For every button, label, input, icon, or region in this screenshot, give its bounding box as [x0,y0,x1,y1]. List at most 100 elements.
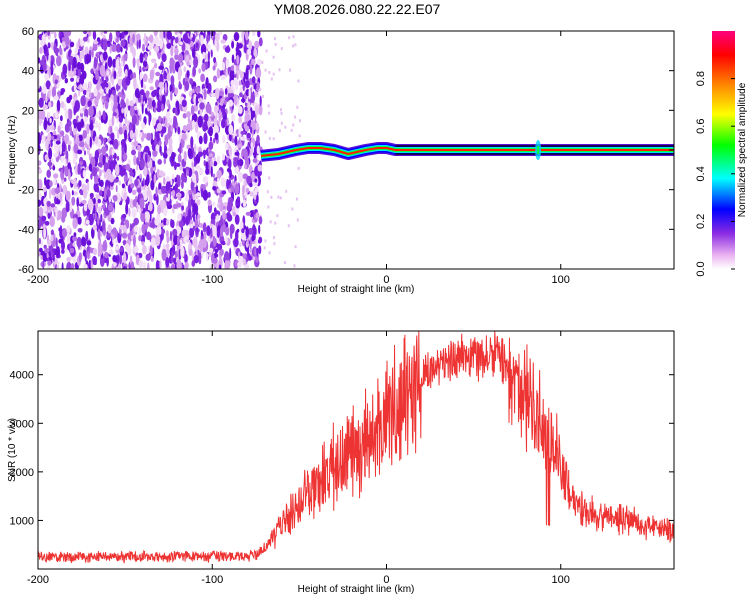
noise-speck [138,205,141,214]
noise-speck [43,227,46,240]
noise-speck [185,166,190,171]
x-tick-label: 100 [552,574,570,586]
noise-speck [38,190,41,202]
snr-ylabel: SNR (10 * v/v) [7,418,18,482]
noise-speck [251,58,256,65]
noise-speck [239,92,243,98]
noise-speck [177,192,181,201]
noise-speck [122,266,128,269]
noise-speck [102,220,106,231]
noise-speck [137,59,140,70]
noise-speck [107,56,113,68]
noise-speck [219,248,224,256]
noise-speck [280,111,283,115]
noise-speck [164,145,168,153]
noise-speck [96,186,100,193]
noise-speck [258,245,262,255]
noise-speck [97,215,100,226]
noise-speck [38,250,41,257]
noise-speck [118,180,122,186]
x-tick-label: -200 [27,574,49,586]
noise-speck [177,174,181,187]
noise-speck [124,69,128,77]
noise-speck [264,239,267,243]
noise-speck [156,136,159,143]
noise-speck [42,186,47,193]
noise-speck [54,31,57,39]
noise-speck [97,198,101,204]
noise-speck [89,122,94,131]
noise-speck [163,218,166,226]
noise-speck [72,235,78,242]
noise-speck [219,226,224,237]
noise-speck [237,261,243,268]
figure-title: YM08.2026.080.22.22.E07 [274,1,441,17]
noise-speck [68,169,71,182]
noise-speck [246,132,251,139]
noise-speck [94,149,100,160]
noise-speck [207,236,211,242]
noise-speck [181,133,187,141]
noise-speck [191,162,194,168]
noise-speck [77,122,82,132]
noise-speck [66,234,71,245]
noise-speck [96,37,101,42]
noise-speck [77,149,83,155]
noise-speck [120,39,126,47]
noise-speck [192,236,198,249]
noise-speck [294,115,297,119]
noise-speck [66,256,71,263]
noise-speck [110,232,113,237]
noise-speck [235,80,239,91]
noise-speck [50,229,55,236]
noise-speck [233,158,238,168]
noise-speck [79,51,83,63]
noise-speck [124,117,128,125]
noise-speck [280,47,283,50]
noise-speck [113,94,118,105]
noise-speck [78,38,81,47]
noise-speck [177,153,182,163]
noise-speck [203,231,207,241]
noise-speck [139,52,144,64]
noise-speck [234,166,240,174]
noise-speck [236,228,240,233]
noise-speck [190,33,193,38]
spectrogram-ylabel: Frequency (Hz) [7,116,18,185]
noise-speck [160,228,166,235]
noise-speck [247,101,251,112]
noise-speck [272,72,275,76]
noise-speck [294,245,297,249]
noise-speck [133,155,137,166]
noise-speck [250,142,253,148]
noise-speck [135,128,138,140]
noise-speck [155,260,160,269]
noise-speck [221,118,226,129]
noise-speck [91,99,95,106]
noise-speck [134,179,139,187]
noise-speck [264,68,267,72]
noise-speck [110,125,112,134]
x-tick-label: -200 [27,274,49,286]
noise-speck [161,172,166,177]
snr-series-line [38,331,674,564]
noise-speck [97,162,103,167]
noise-speck [77,216,82,225]
noise-speck [239,71,244,79]
noise-speck [110,132,115,140]
noise-speck [108,154,113,162]
noise-speck [237,171,241,177]
noise-speck [171,151,175,162]
x-tick-label: 100 [552,274,570,286]
noise-speck [90,259,93,269]
noise-speck [107,224,112,234]
noise-speck [213,57,217,64]
noise-speck [205,77,209,89]
noise-speck [158,65,164,70]
noise-speck [185,216,190,226]
noise-speck [222,210,226,220]
noise-speck [38,57,41,64]
noise-speck [170,75,175,86]
noise-speck [77,163,81,175]
noise-speck [76,197,79,208]
